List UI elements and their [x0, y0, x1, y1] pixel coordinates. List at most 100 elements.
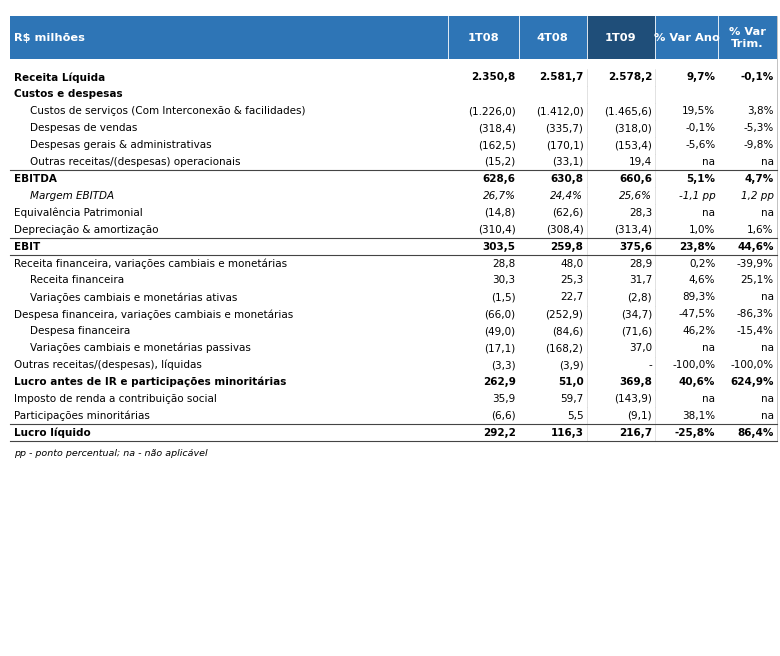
Text: (335,7): (335,7)	[545, 123, 583, 133]
Text: 303,5: 303,5	[483, 241, 516, 252]
Text: (153,4): (153,4)	[614, 140, 652, 150]
Text: 5,1%: 5,1%	[686, 174, 715, 184]
Text: 369,8: 369,8	[619, 377, 652, 387]
Text: -39,9%: -39,9%	[737, 258, 774, 268]
Text: Participações minoritárias: Participações minoritárias	[14, 411, 150, 421]
Text: 9,7%: 9,7%	[686, 72, 715, 83]
Text: 0,2%: 0,2%	[689, 258, 715, 268]
Text: 26,7%: 26,7%	[483, 191, 516, 201]
Text: 4,7%: 4,7%	[744, 174, 774, 184]
Text: (62,6): (62,6)	[552, 208, 583, 218]
Text: Margem EBITDA: Margem EBITDA	[30, 191, 114, 201]
Text: -25,8%: -25,8%	[675, 428, 715, 438]
Text: Despesas de vendas: Despesas de vendas	[30, 123, 137, 133]
Text: 2.581,7: 2.581,7	[539, 72, 583, 83]
Text: Lucro líquido: Lucro líquido	[14, 428, 90, 438]
Text: 375,6: 375,6	[619, 241, 652, 252]
Text: (66,0): (66,0)	[484, 309, 516, 319]
Text: 628,6: 628,6	[483, 174, 516, 184]
Text: na: na	[760, 208, 774, 218]
Text: 38,1%: 38,1%	[682, 411, 715, 421]
Text: 2.350,8: 2.350,8	[471, 72, 516, 83]
Text: 5,5: 5,5	[567, 411, 583, 421]
Text: Despesa financeira: Despesa financeira	[30, 326, 130, 337]
Text: 2.578,2: 2.578,2	[608, 72, 652, 83]
Text: -0,1%: -0,1%	[740, 72, 774, 83]
Text: na: na	[760, 157, 774, 167]
Text: (14,8): (14,8)	[484, 208, 516, 218]
Text: (33,1): (33,1)	[552, 157, 583, 167]
Text: Variações cambiais e monetárias ativas: Variações cambiais e monetárias ativas	[30, 292, 237, 302]
Text: 46,2%: 46,2%	[682, 326, 715, 337]
Text: (3,3): (3,3)	[491, 360, 516, 370]
Bar	[587, 16, 655, 59]
Text: (6,6): (6,6)	[491, 411, 516, 421]
Text: -15,4%: -15,4%	[737, 326, 774, 337]
Text: -100,0%: -100,0%	[672, 360, 715, 370]
Text: 89,3%: 89,3%	[682, 293, 715, 302]
Text: 24,4%: 24,4%	[551, 191, 583, 201]
Text: 262,9: 262,9	[483, 377, 516, 387]
Text: 22,7: 22,7	[560, 293, 583, 302]
Text: Equivalência Patrimonial: Equivalência Patrimonial	[14, 207, 143, 218]
Text: 28,3: 28,3	[629, 208, 652, 218]
Text: (71,6): (71,6)	[621, 326, 652, 337]
Text: 660,6: 660,6	[619, 174, 652, 184]
Text: (9,1): (9,1)	[627, 411, 652, 421]
Text: Lucro antes de IR e participações minoritárias: Lucro antes de IR e participações minori…	[14, 377, 286, 387]
Text: (313,4): (313,4)	[614, 224, 652, 235]
Text: na: na	[760, 343, 774, 353]
Text: (310,4): (310,4)	[478, 224, 516, 235]
Text: (17,1): (17,1)	[484, 343, 516, 353]
Text: 630,8: 630,8	[551, 174, 583, 184]
Text: Receita Líquida: Receita Líquida	[14, 72, 105, 83]
Text: na: na	[760, 293, 774, 302]
Text: 25,1%: 25,1%	[741, 276, 774, 285]
Text: Custos e despesas: Custos e despesas	[14, 89, 122, 99]
Text: (308,4): (308,4)	[546, 224, 583, 235]
Text: (162,5): (162,5)	[477, 140, 516, 150]
Text: 48,0: 48,0	[560, 258, 583, 268]
Text: EBIT: EBIT	[14, 241, 41, 252]
Text: Despesa financeira, variações cambiais e monetárias: Despesa financeira, variações cambiais e…	[14, 309, 293, 319]
Text: (168,2): (168,2)	[545, 343, 583, 353]
Text: (3,9): (3,9)	[558, 360, 583, 370]
Text: (2,8): (2,8)	[627, 293, 652, 302]
Text: 3,8%: 3,8%	[747, 106, 774, 116]
Text: -86,3%: -86,3%	[737, 309, 774, 319]
Text: Despesas gerais & administrativas: Despesas gerais & administrativas	[30, 140, 211, 150]
Text: -9,8%: -9,8%	[743, 140, 774, 150]
Text: Variações cambiais e monetárias passivas: Variações cambiais e monetárias passivas	[30, 343, 250, 354]
Text: (15,2): (15,2)	[484, 157, 516, 167]
Text: (1.412,0): (1.412,0)	[536, 106, 583, 116]
Text: na: na	[702, 394, 715, 404]
Text: (49,0): (49,0)	[484, 326, 516, 337]
Text: 25,3: 25,3	[560, 276, 583, 285]
Text: na: na	[702, 343, 715, 353]
Text: na: na	[760, 411, 774, 421]
Text: 23,8%: 23,8%	[679, 241, 715, 252]
Bar	[10, 16, 777, 59]
Text: (1,5): (1,5)	[491, 293, 516, 302]
Text: na: na	[702, 208, 715, 218]
Text: 31,7: 31,7	[629, 276, 652, 285]
Text: (252,9): (252,9)	[545, 309, 583, 319]
Text: 1,2 pp: 1,2 pp	[741, 191, 774, 201]
Text: 216,7: 216,7	[619, 428, 652, 438]
Text: EBITDA: EBITDA	[14, 174, 57, 184]
Text: 624,9%: 624,9%	[730, 377, 774, 387]
Text: 25,6%: 25,6%	[619, 191, 652, 201]
Text: 28,8: 28,8	[492, 258, 516, 268]
Text: % Var
Trim.: % Var Trim.	[729, 26, 766, 49]
Text: -5,6%: -5,6%	[685, 140, 715, 150]
Text: 1,6%: 1,6%	[747, 224, 774, 235]
Text: 28,9: 28,9	[629, 258, 652, 268]
Text: % Var Ano: % Var Ano	[654, 33, 720, 43]
Text: Custos de serviços (Com Interconexão & facilidades): Custos de serviços (Com Interconexão & f…	[30, 106, 305, 116]
Text: 292,2: 292,2	[483, 428, 516, 438]
Text: 37,0: 37,0	[629, 343, 652, 353]
Text: (84,6): (84,6)	[552, 326, 583, 337]
Text: 116,3: 116,3	[551, 428, 583, 438]
Text: Receita financeira: Receita financeira	[30, 276, 124, 285]
Text: (1.465,6): (1.465,6)	[604, 106, 652, 116]
